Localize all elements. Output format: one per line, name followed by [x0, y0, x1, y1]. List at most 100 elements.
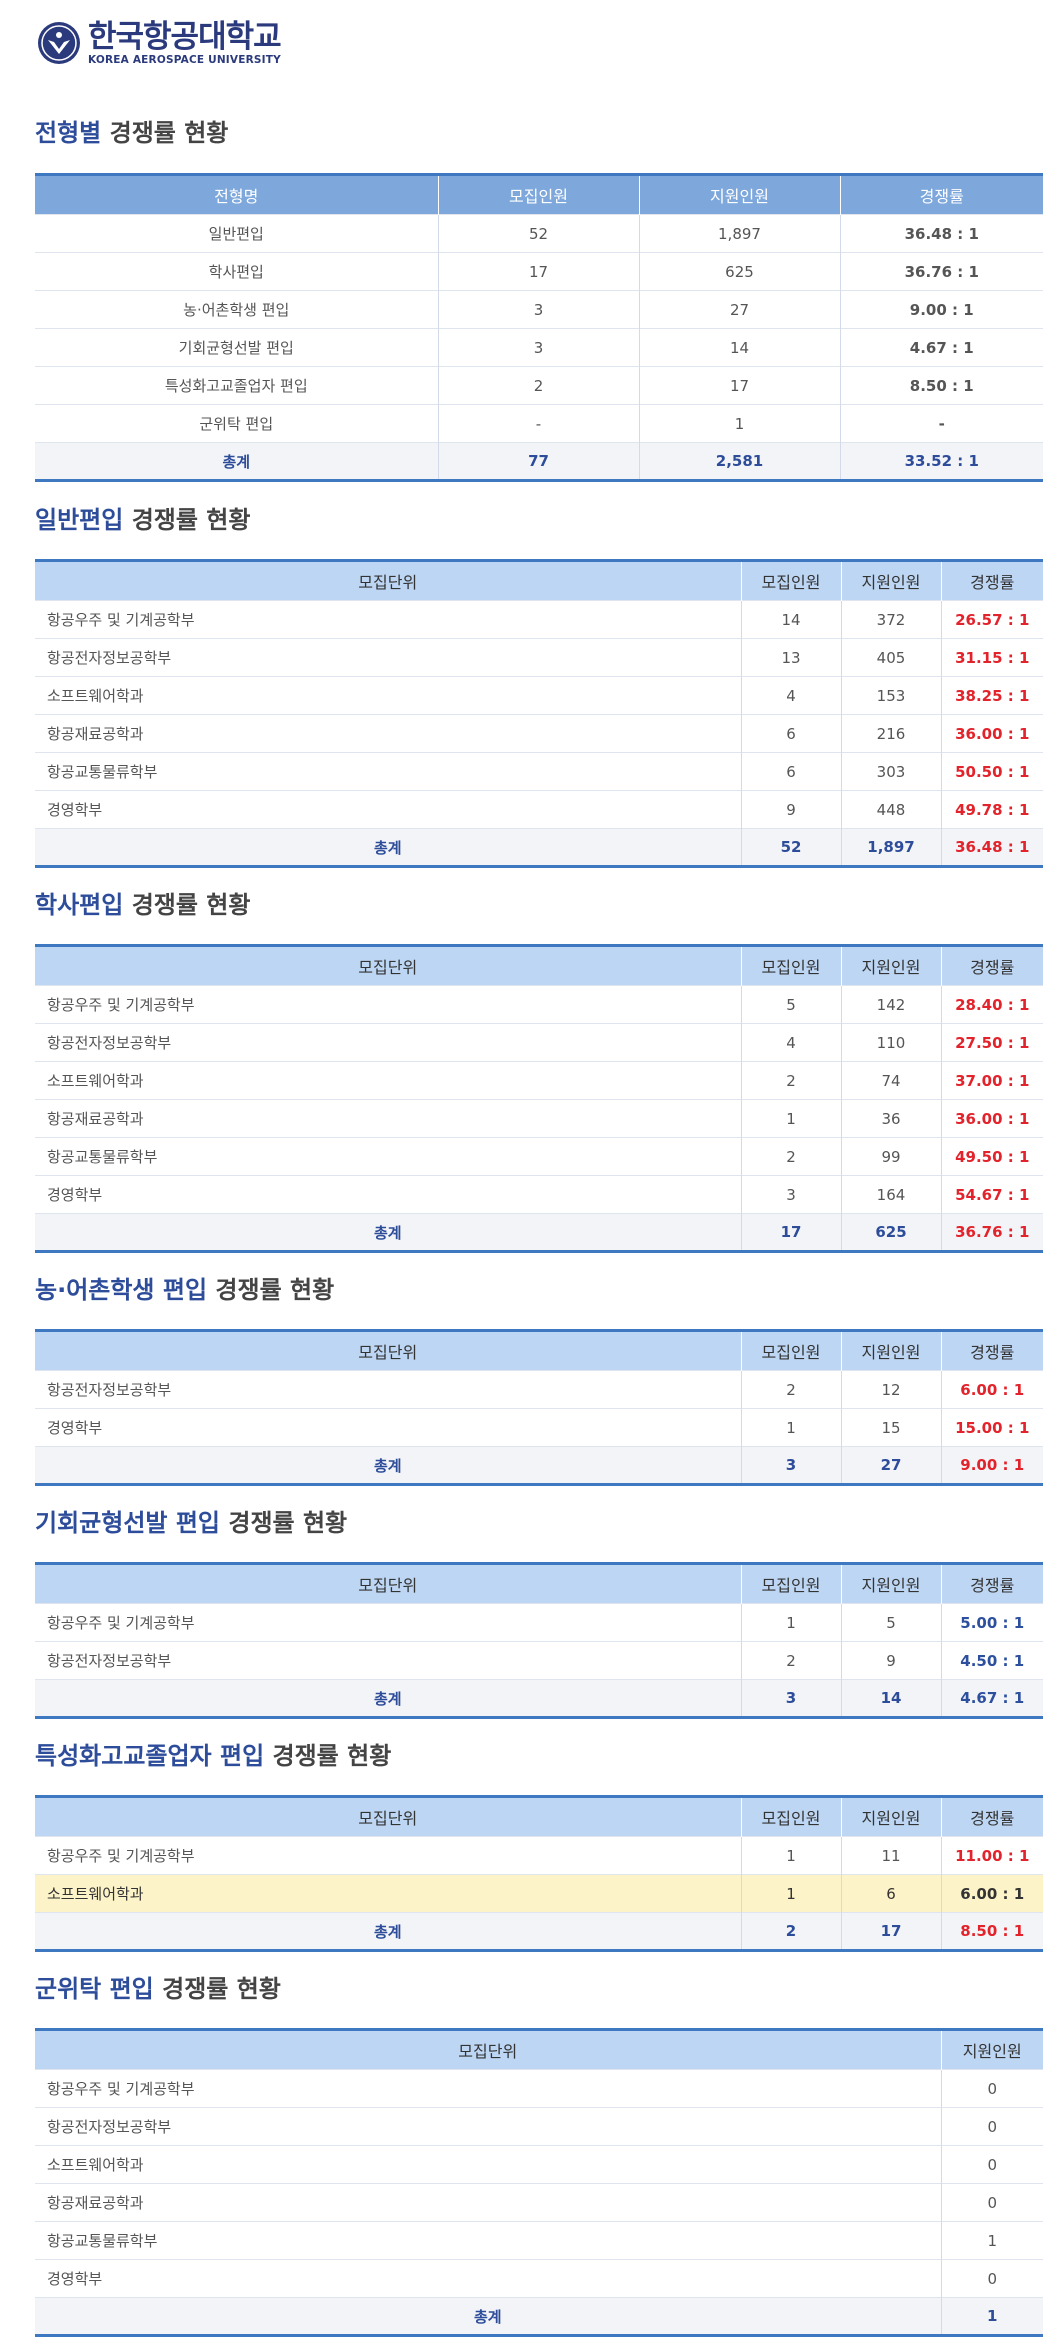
department: 경영학부 — [35, 1408, 741, 1447]
military-transfer-table: 모집단위 지원인원 항공우주 및 기계공학부 0 항공전자정보공학부 0 소프트… — [35, 2028, 1043, 2337]
table-row: 항공재료공학과 1 36 36.00 : 1 — [35, 1099, 1043, 1138]
department: 항공우주 및 기계공학부 — [35, 1603, 741, 1642]
department: 항공교통물류학부 — [35, 2221, 941, 2260]
department: 항공재료공학과 — [35, 2183, 941, 2222]
department: 소프트웨어학과 — [35, 1874, 741, 1913]
column-header: 모집인원 — [740, 945, 841, 986]
section-title-highlight: 일반편입 — [35, 506, 124, 534]
column-header: 지원인원 — [840, 945, 941, 986]
total-applicants: 2,581 — [638, 442, 840, 482]
total-quota: 17 — [740, 1213, 841, 1253]
applicants: 17 — [638, 366, 840, 405]
table-row: 항공전자정보공학부 13 405 31.15 : 1 — [35, 638, 1043, 677]
table-row: 항공전자정보공학부 4 110 27.50 : 1 — [35, 1023, 1043, 1062]
track-name: 군위탁 편입 — [35, 404, 438, 443]
department: 항공교통물류학부 — [35, 1137, 741, 1176]
university-emblem-icon — [38, 22, 80, 64]
section-title: 기회균형선발 편입 경쟁률 현황 — [35, 1508, 1043, 1538]
applicants: 9 — [840, 1641, 941, 1680]
applicants: 142 — [840, 985, 941, 1024]
competition-rate: 49.78 : 1 — [940, 790, 1043, 829]
section-title-highlight: 학사편입 — [35, 891, 124, 919]
summary-table: 전형명 모집인원 지원인원 경쟁률 일반편입 52 1,897 36.48 : … — [35, 173, 1043, 482]
quota: 17 — [437, 252, 639, 291]
applicants: 1,897 — [638, 214, 840, 253]
table-row: 항공교통물류학부 6 303 50.50 : 1 — [35, 752, 1043, 791]
total-applicants: 625 — [840, 1213, 941, 1253]
column-header: 지원인원 — [840, 560, 941, 601]
column-header: 모집단위 — [35, 1796, 741, 1837]
department: 소프트웨어학과 — [35, 1061, 741, 1100]
section-title: 군위탁 편입 경쟁률 현황 — [35, 1974, 1043, 2004]
applicants: 0 — [940, 2183, 1043, 2222]
competition-rate: 4.67 : 1 — [839, 328, 1043, 367]
applicants: 14 — [638, 328, 840, 367]
competition-rate: - — [839, 404, 1043, 443]
total-applicants: 27 — [840, 1446, 941, 1486]
quota: 52 — [437, 214, 639, 253]
quota: 3 — [437, 290, 639, 329]
department: 항공우주 및 기계공학부 — [35, 985, 741, 1024]
section-title-rest: 경쟁률 현황 — [109, 119, 229, 147]
total-label: 총계 — [35, 1679, 741, 1719]
section-title: 특성화고교졸업자 편입 경쟁률 현황 — [35, 1741, 1043, 1771]
table-row: 특성화고교졸업자 편입 2 17 8.50 : 1 — [35, 366, 1043, 405]
table-row: 항공재료공학과 6 216 36.00 : 1 — [35, 714, 1043, 753]
total-competition-rate: 33.52 : 1 — [839, 442, 1043, 482]
general-transfer-table: 모집단위 모집인원 지원인원 경쟁률 항공우주 및 기계공학부 14 372 2… — [35, 559, 1043, 868]
section-title-rest: 경쟁률 현황 — [228, 1509, 348, 1537]
total-applicants: 14 — [840, 1679, 941, 1719]
department: 항공전자정보공학부 — [35, 2107, 941, 2146]
section-title-rest: 경쟁률 현황 — [131, 506, 251, 534]
table-row: 항공교통물류학부 2 99 49.50 : 1 — [35, 1137, 1043, 1176]
column-header: 모집단위 — [35, 2029, 941, 2070]
applicants: 625 — [638, 252, 840, 291]
competition-rate: 6.00 : 1 — [940, 1874, 1043, 1913]
quota: 1 — [740, 1408, 841, 1447]
track-name: 특성화고교졸업자 편입 — [35, 366, 438, 405]
table-row: 군위탁 편입 - 1 - — [35, 404, 1043, 443]
competition-rate: 37.00 : 1 — [940, 1061, 1043, 1100]
total-applicants: 17 — [840, 1912, 941, 1952]
department: 경영학부 — [35, 1175, 741, 1214]
column-header: 경쟁률 — [940, 560, 1043, 601]
total-competition-rate: 36.48 : 1 — [940, 828, 1043, 868]
department: 항공재료공학과 — [35, 1099, 741, 1138]
quota: 14 — [740, 600, 841, 639]
column-header: 지원인원 — [940, 2029, 1043, 2070]
section-title-rest: 경쟁률 현황 — [162, 1975, 281, 2003]
table-row-highlighted: 소프트웨어학과 1 6 6.00 : 1 — [35, 1874, 1043, 1913]
total-quota: 3 — [740, 1446, 841, 1486]
competition-rate: 36.00 : 1 — [940, 1099, 1043, 1138]
university-logo[interactable]: 한국항공대학교 KOREA AEROSPACE UNIVERSITY — [36, 18, 282, 68]
total-quota: 3 — [740, 1679, 841, 1719]
total-label: 총계 — [35, 442, 438, 482]
table-row: 경영학부 0 — [35, 2259, 1043, 2298]
column-header: 모집인원 — [437, 174, 639, 215]
column-header: 모집인원 — [740, 1796, 841, 1837]
summary-section: 전형별 경쟁률 현황 전형명 모집인원 지원인원 경쟁률 일반편입 52 1,8… — [35, 118, 1043, 482]
balance-transfer-table: 모집단위 모집인원 지원인원 경쟁률 항공우주 및 기계공학부 1 5 5.00… — [35, 1562, 1043, 1719]
track-name: 학사편입 — [35, 252, 438, 291]
department: 소프트웨어학과 — [35, 676, 741, 715]
competition-rate: 49.50 : 1 — [940, 1137, 1043, 1176]
column-header: 지원인원 — [840, 1330, 941, 1371]
rural-transfer-section: 농·어촌학생 편입 경쟁률 현황 모집단위 모집인원 지원인원 경쟁률 항공전자… — [35, 1275, 1043, 1486]
section-title-rest: 경쟁률 현황 — [272, 1742, 392, 1770]
table-row: 항공전자정보공학부 0 — [35, 2107, 1043, 2146]
total-label: 총계 — [35, 828, 741, 868]
track-name: 기회균형선발 편입 — [35, 328, 438, 367]
vocational-transfer-section: 특성화고교졸업자 편입 경쟁률 현황 모집단위 모집인원 지원인원 경쟁률 항공… — [35, 1741, 1043, 1952]
column-header: 모집단위 — [35, 560, 741, 601]
column-header: 지원인원 — [840, 1563, 941, 1604]
logo-english-name: KOREA AEROSPACE UNIVERSITY — [88, 53, 281, 66]
table-row: 항공재료공학과 0 — [35, 2183, 1043, 2222]
quota: 1 — [740, 1603, 841, 1642]
competition-rate: 50.50 : 1 — [940, 752, 1043, 791]
competition-rate: 27.50 : 1 — [940, 1023, 1043, 1062]
quota: 2 — [437, 366, 639, 405]
column-header: 경쟁률 — [940, 945, 1043, 986]
quota: 1 — [740, 1874, 841, 1913]
competition-rate: 9.00 : 1 — [839, 290, 1043, 329]
applicants: 110 — [840, 1023, 941, 1062]
